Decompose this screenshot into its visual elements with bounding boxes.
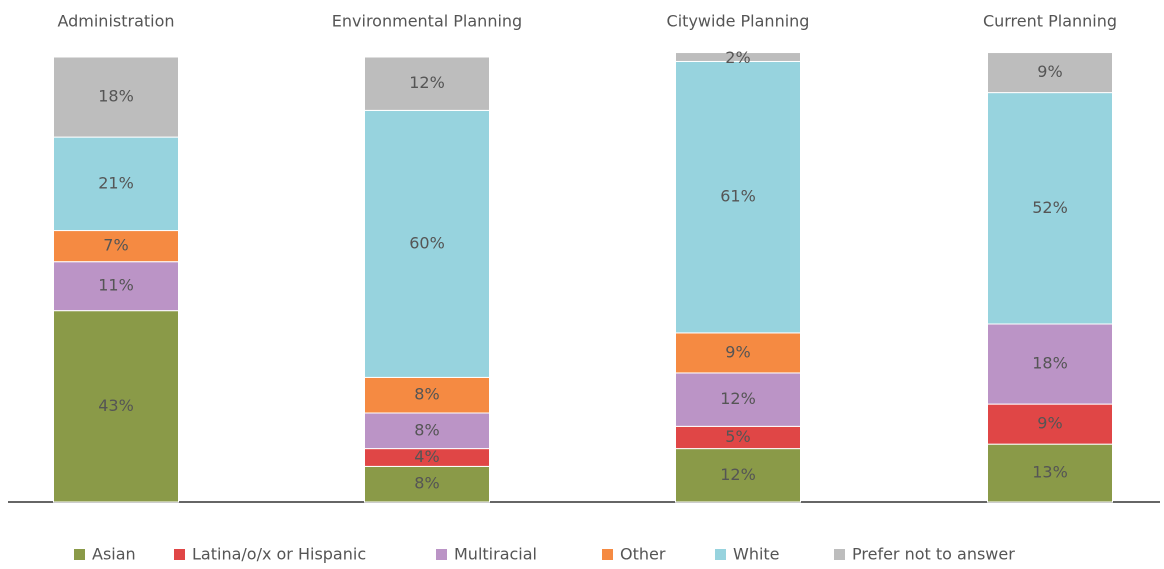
data-label: 12% <box>720 389 756 408</box>
data-label: 11% <box>98 276 134 295</box>
data-label: 8% <box>414 474 439 493</box>
data-label: 60% <box>409 233 445 252</box>
bar-segment <box>364 109 490 378</box>
bar-segment <box>987 52 1113 94</box>
data-label: 18% <box>1032 354 1068 373</box>
data-label: 9% <box>1037 414 1062 433</box>
data-label: 8% <box>414 420 439 439</box>
bar-segment <box>53 136 179 232</box>
legend-label: Prefer not to answer <box>852 545 1015 564</box>
bar-segment <box>987 323 1113 405</box>
category-label: Administration <box>57 12 174 31</box>
legend-swatch <box>715 549 726 560</box>
legend-swatch <box>174 549 185 560</box>
bar-segment <box>53 261 179 312</box>
data-label: 21% <box>98 173 134 192</box>
data-label: 4% <box>414 447 439 466</box>
bar-segment <box>364 376 490 414</box>
legend-label: Multiracial <box>454 545 537 564</box>
data-label: 13% <box>1032 463 1068 482</box>
data-label: 5% <box>725 427 750 446</box>
data-label: 52% <box>1032 198 1068 217</box>
legend-label: Latina/o/x or Hispanic <box>192 545 366 564</box>
bar-segment <box>364 465 490 503</box>
category-label: Environmental Planning <box>332 12 522 31</box>
bar-segment <box>675 332 801 374</box>
data-label: 9% <box>1037 62 1062 81</box>
data-label: 2% <box>725 48 750 67</box>
bar-segment <box>675 448 801 503</box>
legend-swatch <box>74 549 85 560</box>
data-label: 61% <box>720 187 756 206</box>
category-label: Current Planning <box>983 12 1117 31</box>
data-label: 12% <box>409 73 445 92</box>
bar-segment <box>364 412 490 450</box>
bar-segment <box>675 372 801 427</box>
legend-label: Other <box>620 545 666 564</box>
bar-segment <box>987 403 1113 445</box>
data-label: 18% <box>98 87 134 106</box>
bar-segment <box>675 60 801 334</box>
legend-swatch <box>602 549 613 560</box>
bar-segment <box>53 310 179 503</box>
bar-segment <box>53 56 179 138</box>
bar-segment <box>987 443 1113 503</box>
data-label: 8% <box>414 385 439 404</box>
bar-segment <box>987 92 1113 325</box>
legend-swatch <box>436 549 447 560</box>
legend-label: Asian <box>92 545 136 564</box>
category-label: Citywide Planning <box>667 12 810 31</box>
data-label: 43% <box>98 396 134 415</box>
legend-label: White <box>733 545 780 564</box>
bar-segment <box>364 56 490 111</box>
bar-segment <box>675 52 801 62</box>
data-label: 9% <box>725 342 750 361</box>
legend-swatch <box>834 549 845 560</box>
data-label: 12% <box>720 465 756 484</box>
data-label: 7% <box>103 236 128 255</box>
